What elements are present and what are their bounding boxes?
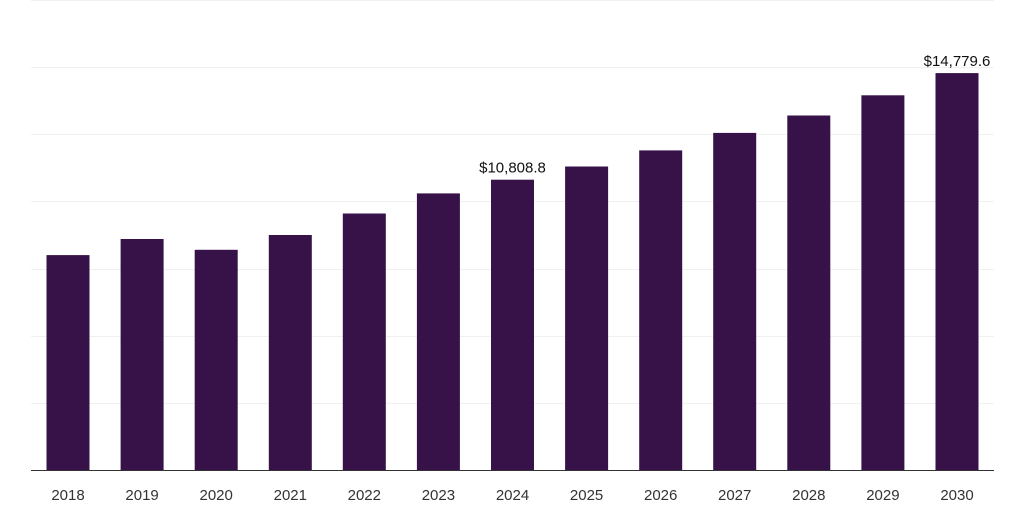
x-tick-label: 2028 [792,487,825,504]
x-tick-label: 2029 [866,487,899,504]
bar-2028 [787,115,831,470]
bar-2025 [565,166,609,470]
x-tick-labels: 2018 2019 2020 2021 2022 2023 2024 2025 2026 2027… [51,487,973,504]
bar-2020 [194,249,238,470]
x-tick-label: 2019 [125,487,158,504]
data-label-2024: $10,808.8 [479,160,546,177]
bar-2023 [416,193,460,470]
bar-2026 [639,150,683,470]
bar-2024 [491,179,534,470]
bars [46,73,979,471]
x-tick-label: 2025 [570,487,603,504]
bar-2022 [342,213,386,470]
bar-2021 [268,235,312,470]
x-tick-label: 2030 [940,487,973,504]
x-tick-label: 2024 [496,487,529,504]
x-tick-label: 2018 [51,487,84,504]
bar-2030 [935,73,979,470]
x-tick-label: 2023 [422,487,455,504]
x-tick-label: 2027 [718,487,751,504]
x-tick-label: 2020 [200,487,233,504]
bar-2019 [120,239,164,470]
bar-2018 [46,255,90,470]
x-tick-label: 2021 [274,487,307,504]
x-tick-label: 2022 [348,487,381,504]
data-labels: $10,808.8 $14,779.6 [479,53,990,177]
data-label-2030: $14,779.6 [924,53,991,70]
bar-2027 [713,132,757,470]
bar-2029 [861,95,905,471]
x-tick-label: 2026 [644,487,677,504]
